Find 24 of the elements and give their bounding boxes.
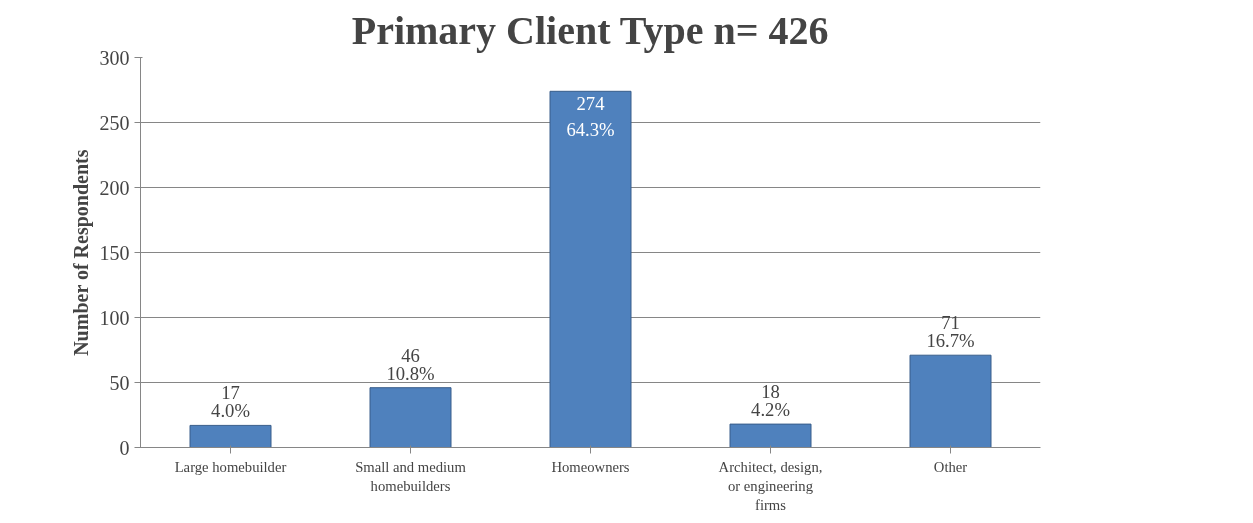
x-tick-label: Architect, design, or engineering firms <box>718 458 823 513</box>
chart-title: Primary Client Type n= 426 <box>351 7 829 53</box>
y-axis-title: Number of Respondents <box>69 149 93 356</box>
y-tick-label: 300 <box>99 46 130 69</box>
bar <box>369 387 452 448</box>
y-tick-label: 200 <box>99 176 130 199</box>
x-tick-label: Homeowners <box>551 458 630 475</box>
x-tick-label: Large homebuilder <box>174 458 287 475</box>
data-label: 71 16.7% <box>926 312 975 352</box>
bar <box>729 423 812 448</box>
y-tick-label: 250 <box>99 111 130 134</box>
x-tick-label: Small and medium homebuilders <box>355 458 467 494</box>
bar <box>909 354 992 448</box>
data-label: 274 64.3% <box>566 93 615 141</box>
bar <box>189 424 272 448</box>
x-tick-label: Other <box>933 458 968 475</box>
y-tick-label: 150 <box>99 241 130 264</box>
y-tick-label: 50 <box>109 371 130 394</box>
data-label: 17 4.0% <box>211 382 250 422</box>
bar <box>549 90 632 448</box>
y-tick-label: 0 <box>119 436 130 459</box>
y-tick-label: 100 <box>99 306 130 329</box>
data-label: 46 10.8% <box>386 344 435 384</box>
data-label: 18 4.2% <box>751 381 790 421</box>
